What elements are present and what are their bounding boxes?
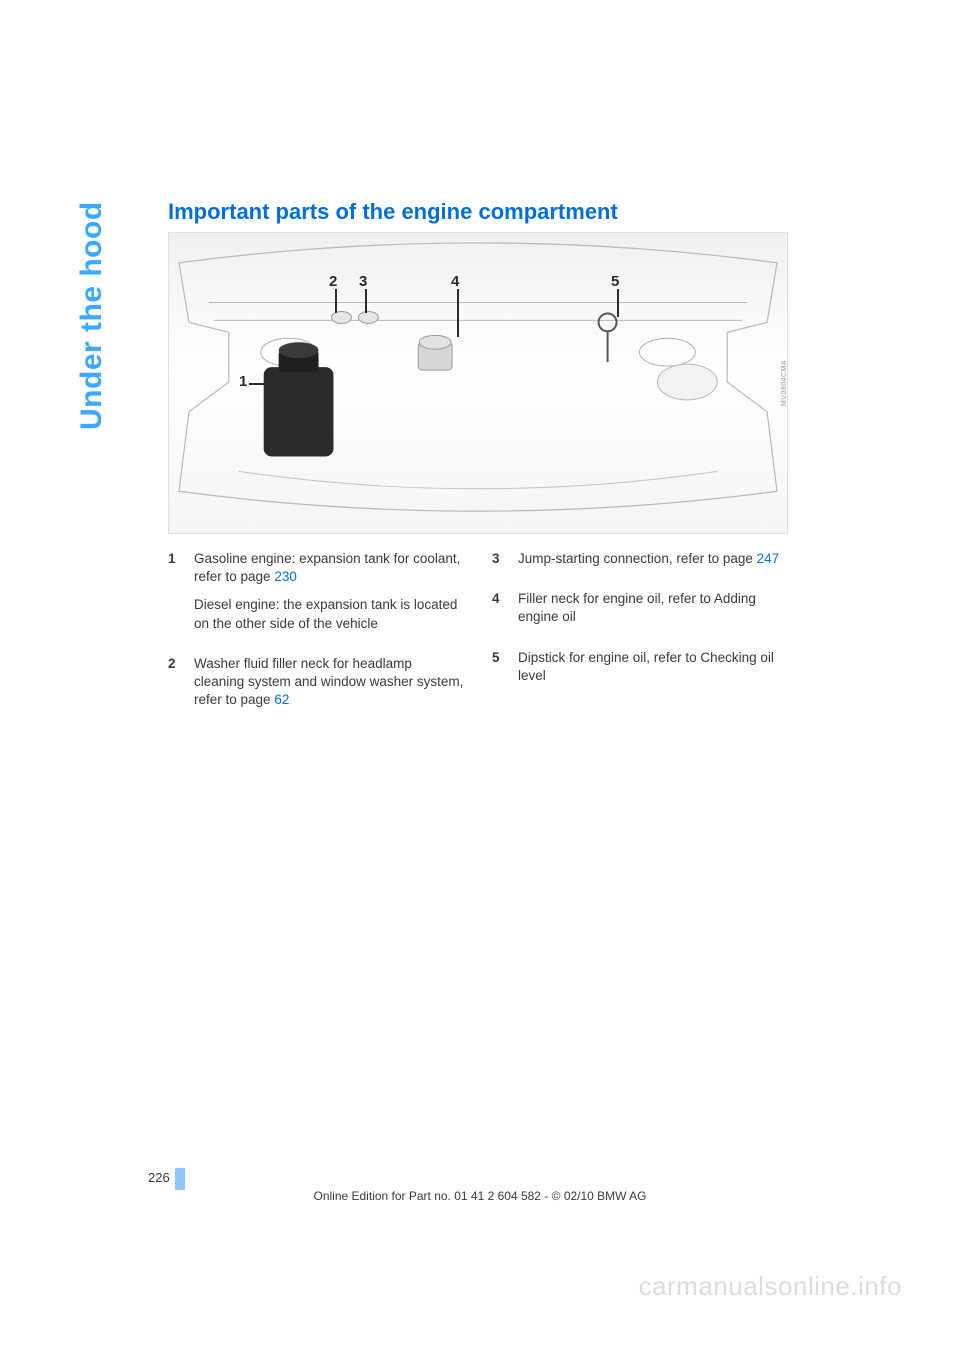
legend-item-text: Gasoline engine: expansion tank for cool…	[194, 550, 464, 586]
legend-item-number: 2	[168, 655, 180, 720]
legend-item: 2 Washer fluid filler neck for headlamp c…	[168, 655, 464, 720]
legend-column-left: 1 Gasoline engine: expansion tank for coo…	[168, 550, 464, 732]
legend-item: 4 Filler neck for engine oil, refer to Ad…	[492, 590, 788, 636]
page-heading: Important parts of the engine compartmen…	[168, 199, 618, 225]
legend-item-body: Jump-starting connection, refer to page …	[518, 550, 788, 578]
legend-item-text: Dipstick for engine oil, refer to Checki…	[518, 649, 788, 685]
legend-item-number: 1	[168, 550, 180, 643]
page-reference-link[interactable]: 247	[757, 551, 780, 566]
legend-item-body: Gasoline engine: expansion tank for cool…	[194, 550, 464, 643]
legend-item-text: Filler neck for engine oil, refer to Add…	[518, 590, 788, 626]
page-reference-link[interactable]: 62	[274, 692, 289, 707]
diagram-leader-4	[457, 289, 459, 337]
legend-item: 5 Dipstick for engine oil, refer to Check…	[492, 649, 788, 695]
legend-item-number: 5	[492, 649, 504, 695]
legend-item-text: Washer fluid filler neck for headlamp cl…	[194, 655, 464, 710]
legend-item-number: 3	[492, 550, 504, 578]
diagram-callout-4: 4	[451, 273, 459, 290]
legend-item-text: Diesel engine: the expansion tank is loc…	[194, 596, 464, 632]
page-number: 226	[148, 1170, 170, 1185]
footer-text: Online Edition for Part no. 01 41 2 604 …	[0, 1189, 960, 1203]
diagram-callout-2: 2	[329, 273, 337, 290]
engine-diagram: 1 2 3 4 5 MV0804CMA	[168, 232, 788, 534]
diagram-image-code: MV0804CMA	[781, 360, 788, 406]
page-marker	[175, 1168, 185, 1190]
diagram-leader-5	[617, 289, 619, 317]
diagram-leader-2	[335, 289, 337, 313]
diagram-leader-1	[249, 383, 267, 385]
section-side-label: Under the hood	[75, 201, 109, 430]
legend-item-text: Jump-starting connection, refer to page …	[518, 550, 788, 568]
legend-item: 3 Jump-starting connection, refer to page…	[492, 550, 788, 578]
page-reference-link[interactable]: 230	[274, 569, 297, 584]
diagram-callout-5: 5	[611, 273, 619, 290]
legend-item-body: Filler neck for engine oil, refer to Add…	[518, 590, 788, 636]
legend-item-body: Washer fluid filler neck for headlamp cl…	[194, 655, 464, 720]
legend-columns: 1 Gasoline engine: expansion tank for coo…	[168, 550, 788, 732]
diagram-leader-3	[365, 289, 367, 313]
diagram-callout-1: 1	[239, 373, 247, 390]
watermark: carmanualsonline.info	[639, 1271, 902, 1302]
page: Under the hood Important parts of the en…	[0, 0, 960, 1358]
legend-item-body: Dipstick for engine oil, refer to Checki…	[518, 649, 788, 695]
legend-column-right: 3 Jump-starting connection, refer to page…	[492, 550, 788, 732]
legend-item: 1 Gasoline engine: expansion tank for coo…	[168, 550, 464, 643]
legend-item-number: 4	[492, 590, 504, 636]
diagram-callout-3: 3	[359, 273, 367, 290]
